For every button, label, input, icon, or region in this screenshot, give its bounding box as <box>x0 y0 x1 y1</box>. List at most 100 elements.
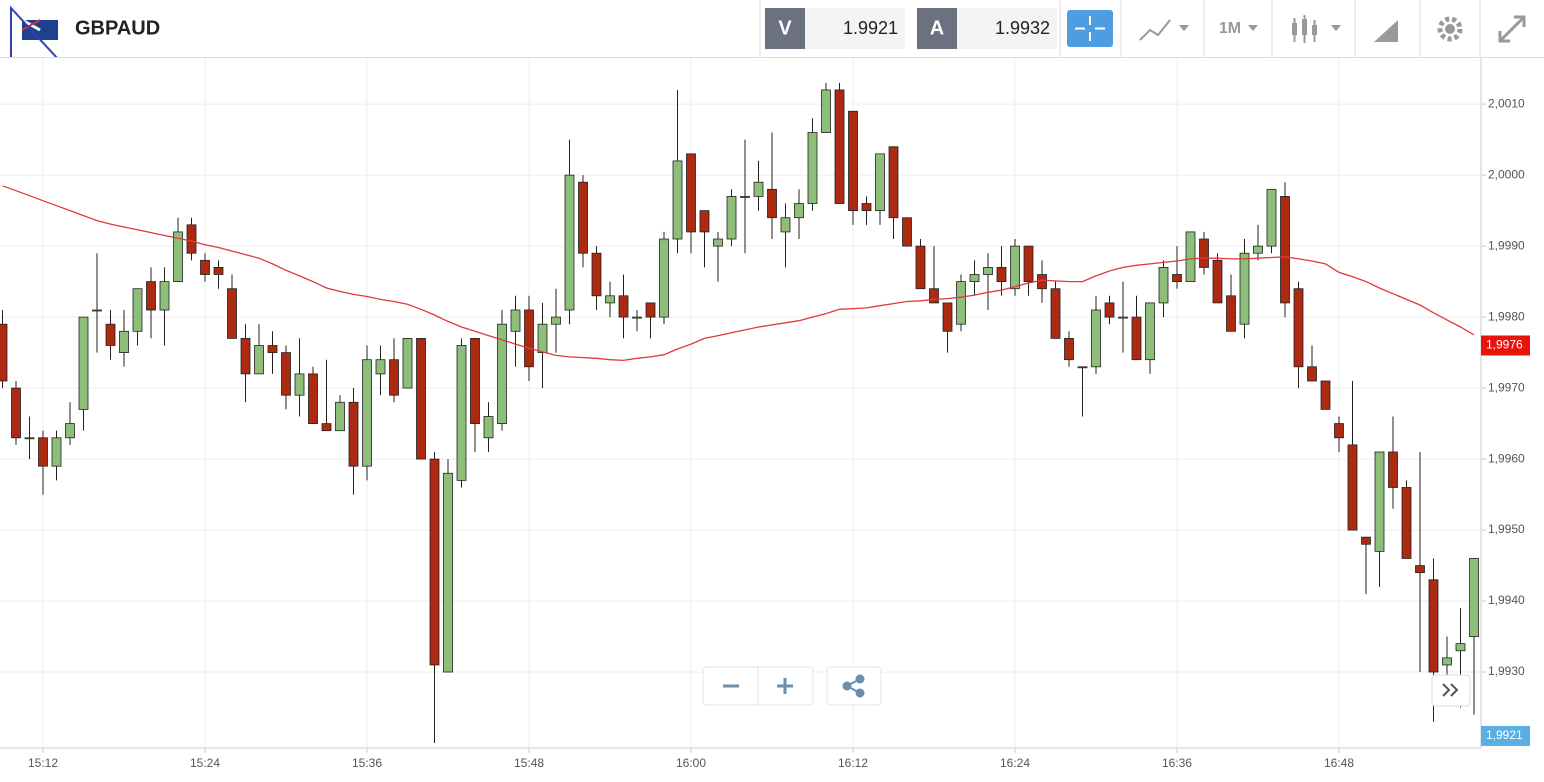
candle-body <box>11 387 21 439</box>
dropdown-arrow <box>1248 25 1258 31</box>
y-tick-label: 1,9980 <box>1488 309 1525 323</box>
x-tick-label: 16:48 <box>1324 756 1354 770</box>
y-tick-label: 1,9970 <box>1488 380 1525 394</box>
x-tick-label: 15:24 <box>190 756 220 770</box>
candle-body <box>132 288 143 332</box>
candle-body <box>1334 423 1344 439</box>
candle-body <box>173 231 183 283</box>
settings-icon-core <box>1445 24 1455 34</box>
candle-body <box>483 416 494 439</box>
bid-label: V <box>778 17 792 39</box>
candle-body <box>1307 366 1317 382</box>
candle-body <box>348 401 359 467</box>
settings-icon[interactable] <box>1437 16 1463 42</box>
candle-body <box>1131 316 1142 361</box>
candle-body <box>1185 231 1196 283</box>
candle-body <box>780 217 791 233</box>
candle-body <box>1226 295 1236 332</box>
candle-body <box>699 210 710 233</box>
candle-body <box>0 323 8 382</box>
candle-body <box>335 401 345 432</box>
candle-body <box>227 288 237 339</box>
bid-box[interactable] <box>805 8 905 49</box>
candle-body <box>996 267 1007 283</box>
candle-body <box>294 373 305 396</box>
candle-body <box>956 281 966 325</box>
candle-body <box>24 437 35 440</box>
indicators-icon[interactable] <box>1139 19 1171 41</box>
candle-body <box>888 146 899 219</box>
fullscreen-icon[interactable] <box>1498 15 1526 43</box>
candle-body <box>983 267 993 275</box>
candle-body <box>1010 245 1020 290</box>
drawing-annotation <box>10 5 58 57</box>
candle-body <box>1361 536 1371 545</box>
candle-body <box>686 153 696 233</box>
timeframe[interactable]: 1M <box>1219 20 1241 37</box>
candle-body <box>807 132 818 204</box>
candle-body <box>1212 259 1223 304</box>
candle-body <box>578 181 588 254</box>
candle-body <box>794 203 804 219</box>
candle-body <box>551 316 561 325</box>
candle-body <box>848 110 858 212</box>
candle-body <box>875 153 885 212</box>
candle-body <box>1415 565 1425 574</box>
candle-body <box>65 423 75 439</box>
candle-body <box>1118 316 1128 319</box>
candle-body <box>78 316 89 410</box>
candle-body <box>1064 338 1074 361</box>
candle-body <box>645 302 656 318</box>
candle-body <box>767 188 777 219</box>
candle-body <box>1050 288 1061 339</box>
x-tick-label: 15:48 <box>514 756 544 770</box>
ask-label-box[interactable] <box>917 8 957 49</box>
y-tick-label: 2,0010 <box>1488 96 1525 110</box>
candle-body <box>537 323 548 353</box>
candle-body <box>605 295 615 304</box>
chart-type-icon[interactable] <box>1292 15 1317 43</box>
candle-body <box>1104 302 1115 318</box>
crosshair-button[interactable] <box>1067 10 1113 47</box>
candle-body <box>915 245 926 290</box>
x-tick-label: 16:12 <box>838 756 868 770</box>
candle-body <box>834 89 845 204</box>
candle-body <box>281 352 291 396</box>
candle-body <box>1037 274 1047 290</box>
candle-body <box>375 359 386 375</box>
candle-body <box>443 472 453 673</box>
candle-body <box>159 281 170 311</box>
x-tick-label: 16:36 <box>1162 756 1192 770</box>
candle-body <box>726 196 737 240</box>
candle-body <box>416 338 426 460</box>
candle-body <box>321 423 332 432</box>
price-marker-label: 1,9976 <box>1486 338 1523 352</box>
chart: 2,0010 2,0000 1,9990 1,9980 1,9970 1,9960 1,99… <box>0 58 1530 770</box>
candle-body <box>902 217 912 247</box>
candle-body <box>821 89 831 133</box>
candle-body <box>267 345 278 353</box>
candle-body <box>51 437 62 467</box>
candle-body <box>92 309 102 312</box>
candle-body <box>861 203 872 212</box>
candle-body <box>1172 274 1182 283</box>
candle-body <box>38 437 48 467</box>
toolbar: GBPAUD V 1.9921 A 1.9932 1M <box>0 0 1544 58</box>
ask-price: 1.9932 <box>995 18 1050 38</box>
candle-body <box>1077 366 1088 369</box>
candle-body <box>591 252 602 297</box>
draw-tool-icon[interactable] <box>1374 20 1398 42</box>
bid-label-box[interactable] <box>765 8 805 49</box>
candle-body <box>456 345 467 481</box>
separators <box>759 0 1481 57</box>
crosshair-icon <box>1075 16 1105 41</box>
ask-box[interactable] <box>957 8 1057 49</box>
candle-body <box>524 309 534 368</box>
candle-body <box>1455 643 1466 652</box>
x-tick-label: 15:36 <box>352 756 382 770</box>
y-tick-label: 1,9950 <box>1488 522 1525 536</box>
candle-body <box>1469 558 1479 637</box>
candle-body <box>1388 451 1398 488</box>
candle-body <box>1347 444 1358 531</box>
